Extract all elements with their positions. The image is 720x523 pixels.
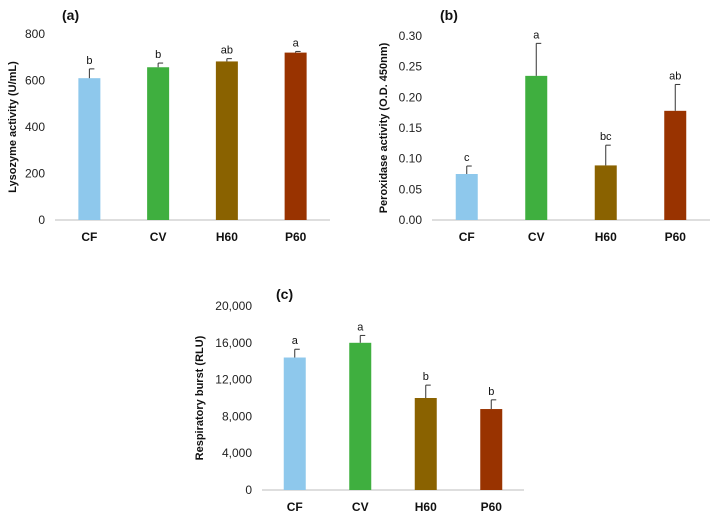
y-tick-label: 12,000 [215,373,252,387]
panel-label: (a) [62,7,79,23]
x-tick-label: CF [459,230,475,244]
significance-label: b [488,386,494,398]
y-tick-label: 4,000 [222,446,252,460]
x-tick-label: H60 [595,230,617,244]
x-tick-label: P60 [481,500,503,514]
chart-panel-1: (a) 0 200 400 600 800 Lysozyme activity (U/mL)… [7,7,330,244]
significance-label: a [293,37,300,49]
bar-CV [525,75,548,220]
significance-label: b [86,55,92,67]
y-tick-label: 16,000 [215,336,252,350]
x-tick-label: H60 [415,500,437,514]
x-tick-label: CV [528,230,545,244]
significance-label: ab [221,45,233,57]
chart-panel-2: (b) 0.00 0.05 0.10 0.15 0.20 0.25 0.30 Peroxidas… [378,7,710,244]
x-tick-label: CV [352,500,369,514]
y-tick-label: 0.10 [399,152,423,166]
significance-label: ab [669,70,681,82]
y-axis-label: Respiratory burst (RLU) [194,335,206,460]
significance-label: a [533,29,540,41]
x-tick-label: H60 [216,230,238,244]
bar-H60 [414,398,437,490]
bar-P60 [284,52,307,220]
significance-label: a [357,321,364,333]
bar-P60 [480,409,503,490]
y-tick-label: 0.00 [399,213,423,227]
bar-CV [147,67,170,220]
y-tick-label: 600 [25,74,45,88]
y-tick-label: 0.30 [399,29,423,43]
y-tick-label: 20,000 [215,299,252,313]
bar-CF [78,78,101,220]
bar-H60 [215,61,238,221]
bar-CF [283,357,306,490]
y-tick-label: 8,000 [222,409,252,423]
bar-H60 [594,165,617,220]
y-tick-label: 200 [25,167,45,181]
y-tick-label: 800 [25,27,45,41]
y-tick-label: 0 [245,483,252,497]
y-tick-label: 0.15 [399,121,423,135]
x-tick-label: CF [81,230,97,244]
y-tick-label: 0.25 [399,60,423,74]
panel-label: (b) [440,7,458,23]
panel-label: (c) [276,286,293,302]
x-tick-label: CV [150,230,167,244]
chart-panel-3: (c) 0 4,000 8,000 12,000 16,000 20,000 Respirat… [194,286,524,514]
y-tick-label: 0.05 [399,182,423,196]
bar-CF [455,174,478,220]
y-axis-label: Lysozyme activity (U/mL) [7,61,19,193]
y-tick-label: 0.20 [399,90,423,104]
significance-label: a [292,335,299,347]
significance-label: bc [600,131,612,143]
significance-label: b [423,371,429,383]
bar-P60 [664,110,687,220]
x-tick-label: P60 [665,230,687,244]
significance-label: b [155,49,161,61]
bar-CV [349,342,372,490]
x-tick-label: CF [287,500,303,514]
y-tick-label: 400 [25,120,45,134]
significance-label: c [464,152,470,164]
y-tick-label: 0 [38,213,45,227]
y-axis-label: Peroxidase activity (O.D. 450nm) [378,42,390,213]
x-tick-label: P60 [285,230,307,244]
